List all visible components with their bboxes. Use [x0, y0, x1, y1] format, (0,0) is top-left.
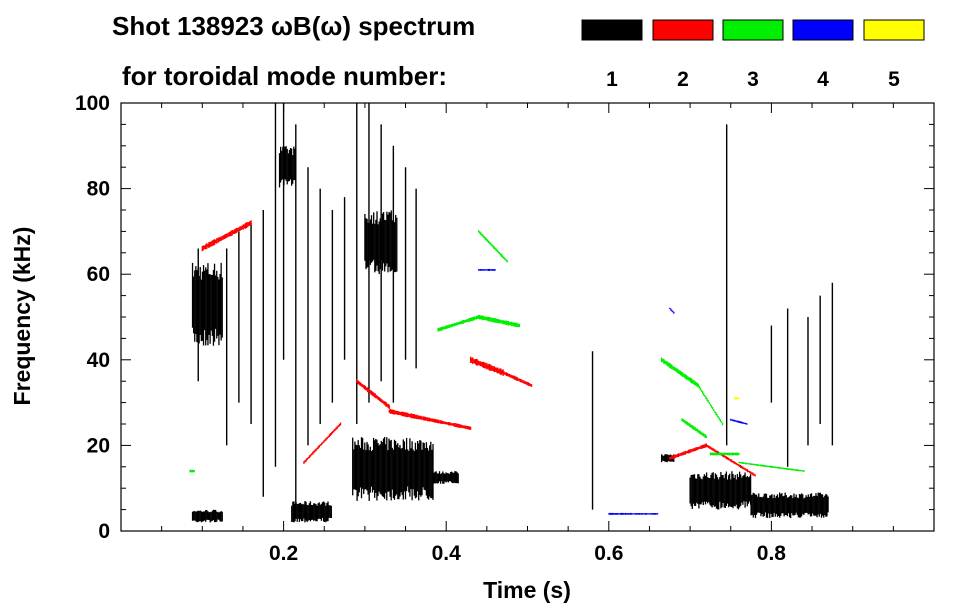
y-tick-label-5: 100	[75, 92, 110, 115]
spectrogram-plot	[189, 103, 834, 523]
mode-track-n3-11	[478, 230, 508, 263]
blob-n1-9	[750, 492, 829, 519]
mode-track-n3-15	[709, 452, 740, 456]
legend-swatch-2	[652, 19, 714, 41]
mode-track-n3-14	[681, 418, 708, 439]
mode-track-n2-1	[356, 379, 390, 410]
mode-track-n3-13	[697, 384, 724, 426]
mode-track-n3-10	[478, 314, 521, 328]
y-tick-label-4: 80	[87, 178, 110, 201]
plot-frame	[120, 102, 935, 532]
blob-n1-1	[191, 509, 223, 523]
mode-track-n3-16	[738, 461, 805, 472]
mode-track-n3-17	[189, 469, 195, 473]
legend-label-5: 5	[888, 68, 900, 91]
mode-track-n2-3	[429, 418, 472, 430]
legend-label-3: 3	[747, 68, 759, 91]
blob-n1-0	[191, 262, 223, 346]
legend-label-1: 1	[606, 68, 618, 91]
mode-track-n2-5	[502, 371, 533, 387]
x-tick-label-3: 0.8	[757, 542, 787, 565]
y-axis-label: Frequency (kHz)	[9, 227, 35, 406]
chart-title-line1: Shot 138923 ωB(ω) spectrum	[112, 11, 475, 41]
chart-title-line2: for toroidal mode number:	[122, 61, 447, 91]
mode-track-n4-21	[608, 512, 659, 515]
mode-track-n2-4	[469, 356, 504, 377]
mode-track-n2-8	[303, 422, 342, 464]
mode-track-n4-20	[730, 418, 748, 425]
y-tick-label-0: 0	[98, 520, 110, 543]
mode-track-n2-7	[705, 444, 756, 477]
blob-n1-3	[291, 501, 332, 523]
legend-label-2: 2	[677, 68, 689, 91]
mode-track-n3-9	[437, 315, 480, 332]
blob-n1-2	[278, 146, 296, 188]
legend-swatch-1	[581, 19, 643, 41]
mode-track-n4-18	[478, 268, 496, 271]
mode-track-n5-22	[734, 397, 740, 400]
blob-n1-5	[433, 471, 459, 484]
axes: 0.2 0.4 0.6 0.8 0 20 40 60 80 100	[75, 92, 934, 565]
mode-number-legend: 1 2 3 4 5	[581, 19, 925, 91]
x-axis-label: Time (s)	[483, 577, 571, 603]
x-tick-label-0: 0.2	[269, 542, 298, 565]
legend-swatch-3	[722, 19, 784, 41]
mode-track-n4-19	[669, 307, 675, 314]
blob-n1-8	[689, 471, 752, 510]
legend-label-4: 4	[817, 68, 829, 91]
y-tick-label-2: 40	[87, 349, 110, 372]
x-tick-label-1: 0.4	[432, 542, 462, 565]
y-tick-label-1: 20	[87, 434, 110, 457]
mode-track-n2-6	[669, 443, 708, 460]
mode-track-n3-12	[660, 357, 699, 388]
legend-swatch-4	[792, 19, 854, 41]
legend-swatch-5	[863, 19, 925, 41]
blob-n1-6	[364, 210, 398, 275]
mode-track-n2-2	[388, 408, 431, 422]
y-tick-label-3: 60	[87, 263, 110, 286]
mode-track-n2-0	[201, 220, 252, 252]
blob-n1-4	[352, 437, 434, 501]
x-tick-label-2: 0.6	[594, 542, 623, 565]
